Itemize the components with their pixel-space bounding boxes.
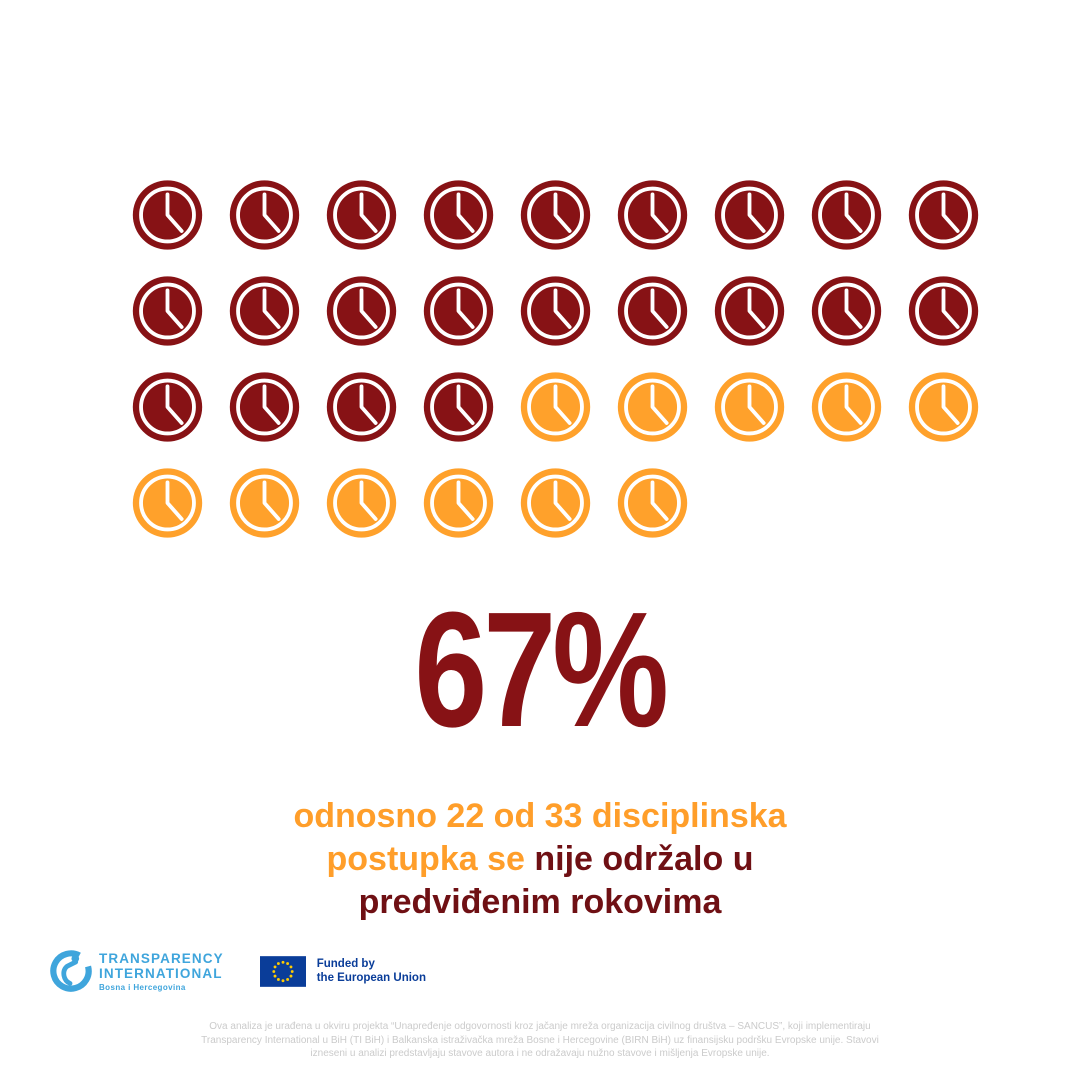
footer-logos: TRANSPARENCY INTERNATIONAL Bosna i Herce… [50, 950, 426, 992]
clock-icon-missed [423, 180, 494, 250]
clock-icon-held [326, 468, 397, 538]
clock-icon-held [229, 468, 300, 538]
caption: odnosno 22 od 33 disciplinska postupka se… [0, 795, 1080, 924]
eu-funding-logo: Funded by the European Union [259, 955, 426, 987]
clock-icon-missed [326, 276, 397, 346]
clock-icon-missed [423, 372, 494, 442]
clock-icon-missed [714, 180, 785, 250]
clock-row [131, 178, 980, 252]
clock-icon-held [520, 372, 591, 442]
clock-icon-missed [714, 276, 785, 346]
clock-row [131, 370, 980, 444]
clock-icon-missed [229, 180, 300, 250]
ti-wordmark: TRANSPARENCY INTERNATIONAL Bosna i Herce… [99, 951, 224, 992]
disclaimer-text: Ova analiza je urađena u okviru projekta… [201, 1021, 879, 1059]
percent-value: 67% [414, 578, 670, 761]
clock-icon-missed [229, 372, 300, 442]
clock-icon-missed [423, 276, 494, 346]
clock-icon-missed [132, 180, 203, 250]
eu-flag-icon [259, 955, 306, 987]
clock-grid [131, 178, 980, 540]
clock-icon-missed [617, 180, 688, 250]
clock-row [131, 274, 980, 348]
clock-icon-missed [908, 276, 979, 346]
eu-funding-label: Funded by the European Union [317, 957, 426, 985]
caption-line: odnosno 22 od 33 disciplinska [0, 795, 1080, 838]
clock-row [131, 466, 980, 540]
eu-funding-line2: the European Union [316, 972, 426, 984]
clock-icon-held [714, 372, 785, 442]
ti-subtitle: Bosna i Hercegovina [99, 982, 186, 992]
clock-icon-missed [520, 276, 591, 346]
ti-name-line1: TRANSPARENCY [99, 950, 224, 966]
caption-segment: predviđenim rokovima [358, 883, 722, 921]
clock-icon-held [132, 468, 203, 538]
caption-segment: odnosno 22 od 33 disciplinska [293, 797, 787, 835]
eu-funding-line1: Funded by [316, 958, 375, 970]
clock-icon-held [617, 468, 688, 538]
caption-line: predviđenim rokovima [0, 881, 1080, 924]
ti-name-line2: INTERNATIONAL [99, 965, 223, 981]
clock-icon-held [617, 372, 688, 442]
clock-icon-missed [617, 276, 688, 346]
clock-icon-missed [326, 180, 397, 250]
caption-segment: nije održalo u [534, 840, 754, 878]
percent-value-wrap: 67% [0, 588, 1080, 752]
clock-icon-held [908, 372, 979, 442]
transparency-international-logo: TRANSPARENCY INTERNATIONAL Bosna i Herce… [50, 950, 224, 992]
clock-icon-held [423, 468, 494, 538]
clock-icon-missed [811, 276, 882, 346]
caption-line: postupka se nije održalo u [0, 838, 1080, 881]
clock-icon-missed [908, 180, 979, 250]
ti-globe-icon [50, 950, 92, 992]
clock-icon-missed [520, 180, 591, 250]
clock-icon-missed [811, 180, 882, 250]
clock-icon-missed [229, 276, 300, 346]
clock-icon-missed [132, 276, 203, 346]
clock-icon-held [811, 372, 882, 442]
caption-segment: postupka se [326, 840, 535, 878]
clock-icon-held [520, 468, 591, 538]
clock-icon-missed [326, 372, 397, 442]
clock-icon-missed [132, 372, 203, 442]
